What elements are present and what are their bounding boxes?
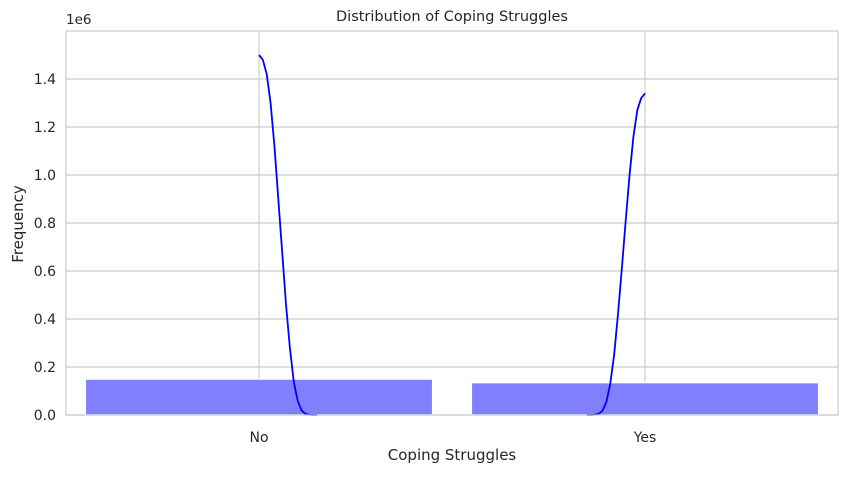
y-tick-label: 1.2 (34, 120, 56, 136)
x-axis-label: Coping Struggles (388, 446, 517, 464)
chart-title: Distribution of Coping Struggles (336, 9, 568, 25)
y-tick-label: 0.2 (34, 360, 56, 376)
kde-line (258, 54, 317, 416)
plot-frame (65, 30, 839, 416)
histogram-bar (84, 378, 434, 416)
y-tick-label: 0.8 (34, 216, 56, 232)
y-offset-label: 1e6 (66, 12, 91, 28)
bar-layer (84, 378, 820, 416)
y-tick-label: 0.4 (34, 312, 56, 328)
axes-frame (65, 30, 839, 416)
grid-layer (66, 31, 838, 416)
x-tick-label: No (249, 430, 268, 446)
y-tick-label: 1.4 (34, 72, 56, 88)
kde-line (587, 92, 646, 416)
y-tick-label: 0.6 (34, 264, 56, 280)
y-tick-label: 0.0 (34, 408, 56, 424)
tick-labels: 0.0 0.2 0.4 0.6 0.8 1.0 1.2 1.4 No Yes (34, 72, 657, 446)
y-axis-label: Frequency (9, 185, 27, 263)
y-tick-label: 1.0 (34, 168, 56, 184)
kde-layer (258, 54, 646, 416)
histogram-bar (470, 381, 820, 416)
x-tick-label: Yes (633, 430, 657, 446)
